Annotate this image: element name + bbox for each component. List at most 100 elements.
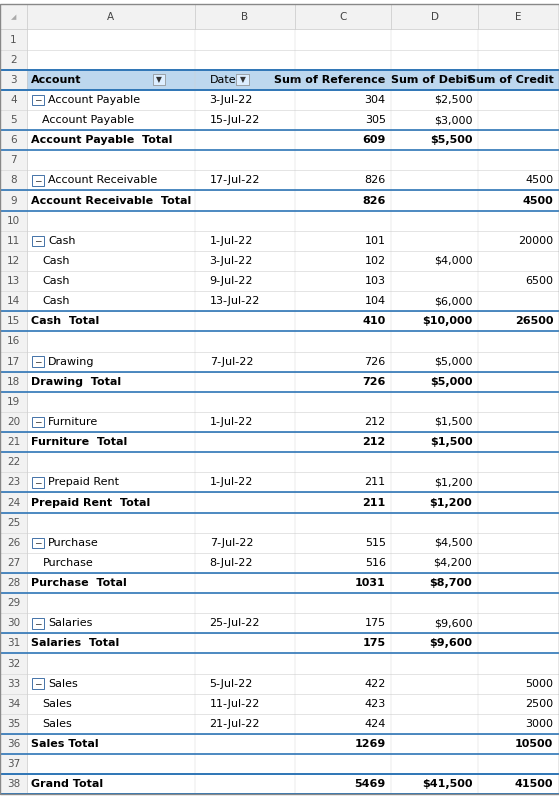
- Text: A: A: [107, 12, 114, 21]
- Bar: [0, 533, 27, 553]
- Text: $2,500: $2,500: [434, 95, 472, 105]
- Bar: [27, 49, 559, 70]
- Bar: [32, 537, 44, 548]
- Text: Account Receivable: Account Receivable: [48, 175, 157, 185]
- Text: 41500: 41500: [515, 779, 553, 790]
- Bar: [0, 553, 27, 573]
- Text: 516: 516: [364, 558, 386, 568]
- Text: $1,500: $1,500: [434, 417, 472, 427]
- Text: 7-Jul-22: 7-Jul-22: [210, 357, 253, 367]
- Bar: [27, 331, 559, 352]
- Text: −: −: [34, 538, 42, 548]
- Bar: [0, 472, 27, 493]
- Bar: [0, 150, 27, 170]
- Text: 36: 36: [7, 739, 20, 749]
- Text: 27: 27: [7, 558, 20, 568]
- Text: D: D: [430, 12, 439, 21]
- Text: 4: 4: [10, 95, 17, 105]
- Text: 11-Jul-22: 11-Jul-22: [210, 699, 260, 708]
- Bar: [0, 412, 27, 432]
- Text: 24: 24: [7, 498, 20, 508]
- Text: $41,500: $41,500: [422, 779, 472, 790]
- Bar: [27, 291, 559, 311]
- Text: 32: 32: [7, 658, 20, 669]
- Text: 17: 17: [7, 357, 20, 367]
- Text: ◢: ◢: [11, 14, 16, 20]
- Text: 26: 26: [7, 538, 20, 548]
- Text: $5,000: $5,000: [430, 377, 472, 387]
- Text: Prepaid Rent: Prepaid Rent: [48, 478, 119, 487]
- Bar: [27, 673, 559, 694]
- Text: 3-Jul-22: 3-Jul-22: [210, 256, 253, 266]
- Text: 212: 212: [364, 417, 386, 427]
- Text: 212: 212: [362, 437, 386, 447]
- Bar: [0, 311, 27, 331]
- Text: 9: 9: [10, 196, 17, 205]
- Text: 424: 424: [364, 719, 386, 729]
- Bar: [27, 211, 559, 231]
- Text: 12: 12: [7, 256, 20, 266]
- Text: −: −: [34, 357, 42, 366]
- Text: −: −: [34, 236, 42, 245]
- Bar: [27, 513, 559, 533]
- Text: 1-Jul-22: 1-Jul-22: [210, 236, 253, 246]
- Text: Purchase  Total: Purchase Total: [31, 578, 127, 588]
- Text: 726: 726: [362, 377, 386, 387]
- Bar: [27, 110, 559, 130]
- Bar: [0, 493, 27, 513]
- Text: 211: 211: [364, 478, 386, 487]
- Bar: [0, 613, 27, 634]
- Text: 10500: 10500: [515, 739, 553, 749]
- Text: Account: Account: [31, 75, 82, 85]
- Text: 7: 7: [10, 155, 17, 166]
- Bar: [27, 533, 559, 553]
- Text: 101: 101: [364, 236, 386, 246]
- Text: 5469: 5469: [354, 779, 386, 790]
- Text: 2: 2: [10, 55, 17, 64]
- Text: 10: 10: [7, 216, 20, 226]
- Text: Sum of Credit: Sum of Credit: [468, 75, 553, 85]
- Text: Grand Total: Grand Total: [31, 779, 103, 790]
- Text: C: C: [339, 12, 347, 21]
- Text: 20: 20: [7, 417, 20, 427]
- Text: Furniture  Total: Furniture Total: [31, 437, 127, 447]
- Bar: [27, 311, 559, 331]
- Bar: [0, 775, 27, 794]
- Bar: [27, 70, 559, 90]
- Text: Cash: Cash: [48, 236, 75, 246]
- Bar: [153, 74, 165, 85]
- Bar: [32, 95, 44, 105]
- Bar: [153, 74, 165, 85]
- Bar: [27, 493, 559, 513]
- Bar: [27, 392, 559, 412]
- Text: $9,600: $9,600: [429, 638, 472, 649]
- Text: −: −: [34, 417, 42, 427]
- Text: 26500: 26500: [515, 316, 553, 326]
- Text: $5,500: $5,500: [430, 135, 472, 145]
- Text: Purchase: Purchase: [48, 538, 99, 548]
- Bar: [32, 678, 44, 689]
- Text: 1-Jul-22: 1-Jul-22: [210, 478, 253, 487]
- Text: 31: 31: [7, 638, 20, 649]
- Text: Date: Date: [210, 75, 236, 85]
- Bar: [0, 593, 27, 613]
- Bar: [32, 477, 44, 488]
- Bar: [0, 352, 27, 372]
- Text: −: −: [34, 679, 42, 689]
- Text: 33: 33: [7, 679, 20, 689]
- Text: 8-Jul-22: 8-Jul-22: [210, 558, 253, 568]
- Bar: [27, 634, 559, 654]
- Bar: [0, 513, 27, 533]
- Bar: [0, 29, 27, 49]
- Text: −: −: [34, 96, 42, 104]
- Text: 515: 515: [364, 538, 386, 548]
- Bar: [0, 372, 27, 392]
- Bar: [27, 231, 559, 251]
- Text: $1,200: $1,200: [434, 478, 472, 487]
- Bar: [0, 573, 27, 593]
- Bar: [0, 714, 27, 734]
- Bar: [0, 331, 27, 352]
- Text: 2500: 2500: [525, 699, 553, 708]
- Text: $3,000: $3,000: [434, 115, 472, 125]
- Bar: [0, 673, 27, 694]
